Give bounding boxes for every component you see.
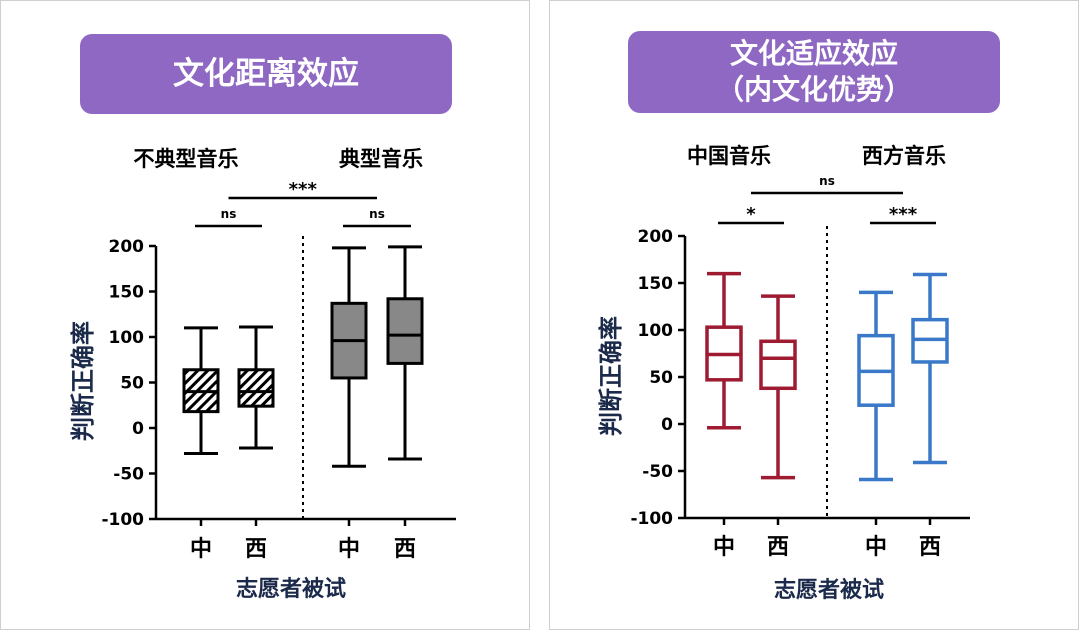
- box: [237, 368, 275, 408]
- box: [386, 297, 424, 365]
- y-tick-label: -50: [113, 465, 144, 485]
- x-axis-title: 志愿者被试: [236, 577, 346, 602]
- x-tick-label: 西: [245, 537, 267, 562]
- y-tick-label: 50: [649, 368, 673, 388]
- y-axis-title: 判断正确率: [69, 321, 97, 441]
- y-tick-label: 100: [638, 321, 674, 341]
- significance-label: *: [746, 204, 756, 225]
- group-label: 中国音乐: [687, 144, 771, 168]
- significance-label: ***: [889, 204, 918, 225]
- x-tick-label: 中: [713, 535, 735, 560]
- box: [759, 339, 797, 391]
- right-title-line-2: （内文化优势）: [715, 73, 912, 106]
- y-tick-label: 200: [638, 227, 674, 247]
- x-tick-label: 中: [338, 537, 360, 562]
- y-tick-label: -100: [630, 509, 673, 529]
- group-label: 西方音乐: [862, 144, 946, 168]
- y-tick-label: 150: [638, 274, 674, 294]
- x-tick-label: 中: [865, 535, 887, 560]
- y-tick-label: 0: [661, 415, 673, 435]
- right-title-line-1: 文化适应效应: [729, 37, 898, 70]
- x-axis-title: 志愿者被试: [774, 578, 884, 603]
- left-title-banner: 文化距离效应: [80, 34, 452, 114]
- left-title: 文化距离效应: [173, 56, 359, 92]
- right-panel: 文化适应效应 （内文化优势） -100 -50 0 50 100 150 200 中 西 中 西 中国…: [549, 0, 1079, 630]
- y-tick-label: -100: [101, 510, 144, 530]
- x-tick-label: 西: [919, 535, 941, 560]
- x-tick-label: 西: [394, 537, 416, 562]
- y-tick-label: 0: [132, 419, 144, 439]
- x-tick-label: 西: [767, 535, 789, 560]
- significance-label: ***: [289, 179, 318, 200]
- group-label: 典型音乐: [339, 147, 423, 171]
- y-tick-label: 50: [120, 374, 144, 394]
- y-tick-label: 100: [109, 328, 145, 348]
- significance-label: ns: [819, 174, 835, 188]
- y-tick-label: -50: [642, 462, 673, 482]
- x-tick-label: 中: [190, 537, 212, 562]
- significance-label: ns: [369, 207, 385, 221]
- y-tick-label: 200: [109, 237, 145, 257]
- y-tick-label: 150: [109, 283, 145, 303]
- y-axis-title: 判断正确率: [597, 316, 625, 436]
- left-panel: 文化距离效应 -100 -50 0 50 100 150 200 中 西 中 西 不典型音乐 典型音乐志…: [0, 0, 530, 630]
- significance-label: ns: [221, 207, 237, 221]
- group-label: 不典型音乐: [134, 147, 239, 171]
- right-title-banner: 文化适应效应 （内文化优势）: [628, 31, 1000, 113]
